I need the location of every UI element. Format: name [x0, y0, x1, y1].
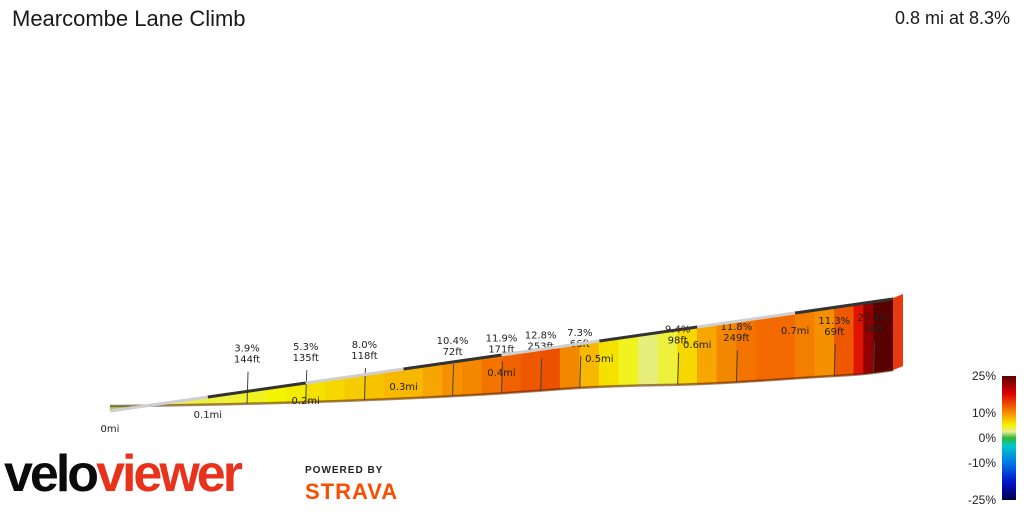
distance-tick-label: 0.1mi — [194, 410, 222, 421]
axis-segment — [403, 353, 502, 371]
annotation-leader — [540, 358, 543, 391]
annotation-leader — [579, 355, 582, 388]
gradient-slice — [794, 308, 816, 379]
annotation-gradient: 5.3% — [293, 342, 318, 353]
annotation-leader — [677, 352, 680, 385]
axis-segment — [109, 395, 209, 413]
gradient-slice — [755, 314, 776, 382]
gradient-slice — [775, 311, 796, 381]
annotation-gradient: 8.0% — [352, 340, 377, 351]
distance-tick-label: 0mi — [101, 424, 120, 435]
gradient-slice — [882, 297, 894, 372]
gradient-slice — [833, 303, 855, 377]
distance-axis: 0mi 0.1mi 0.2mi 0.3mi 0.4mi 0.5mi 0.6mi 0.7mi — [101, 297, 894, 435]
distance-tick-label: 0.6mi — [683, 340, 711, 351]
legend-labels: 25% 10% 0% -10% -25% — [968, 369, 996, 507]
annotation-leader — [735, 350, 738, 383]
annotation-length: 72ft — [443, 347, 463, 358]
distance-tick-label: 0.2mi — [292, 396, 320, 407]
annotation-length: 36ft — [863, 324, 883, 335]
powered-by-strava: POWERED BY STRAVA — [305, 466, 398, 503]
gradient-slice — [696, 322, 718, 385]
powered-by-label: POWERED BY — [305, 465, 384, 476]
annotation-leader — [833, 344, 836, 377]
annotation-gradient: 3.9% — [234, 344, 259, 355]
distance-tick-label: 0.4mi — [487, 368, 515, 379]
annotation-leader — [452, 364, 455, 397]
legend-label: 25% — [972, 369, 996, 383]
annotation-gradient: 10.4% — [437, 336, 469, 347]
axis-segment — [207, 381, 306, 399]
climb-summary: 0.8 mi at 8.3% — [894, 8, 1010, 28]
annotation-length: 171ft — [488, 344, 514, 355]
gradient-slice — [520, 348, 541, 393]
veloviewer-logo: veloviewer — [4, 445, 243, 503]
legend-label: 0% — [979, 431, 997, 445]
annotation-gradient: 11.8% — [721, 322, 753, 333]
annotation-length: 135ft — [293, 353, 319, 364]
annotation-gradient: 7.3% — [567, 328, 592, 339]
annotation-gradient: 12.8% — [525, 331, 557, 342]
annotation-gradient: 27.4% — [858, 313, 890, 324]
annotation-leader — [305, 370, 308, 403]
logo-velo: velo — [4, 445, 99, 503]
legend-label: -10% — [968, 456, 996, 470]
gradient-slice — [863, 300, 874, 375]
strava-logo: STRAVA — [305, 479, 399, 504]
axis-segment — [794, 297, 894, 315]
distance-tick-label: 0.3mi — [389, 382, 417, 393]
annotation-gradient: 11.3% — [818, 316, 850, 327]
gradient-slices — [109, 294, 903, 411]
axis-segment — [305, 367, 404, 385]
distance-tick-label: 0.5mi — [585, 354, 613, 365]
distance-tick-label: 0.7mi — [781, 326, 809, 337]
profile-end-wall — [893, 294, 903, 371]
axis-segment — [599, 325, 698, 343]
annotation-length: 98ft — [668, 336, 688, 347]
annotation-gradient: 11.9% — [486, 333, 518, 344]
chart-title: Mearcombe Lane Climb — [12, 6, 246, 31]
legend-label: -25% — [968, 493, 996, 507]
legend-label: 10% — [972, 406, 996, 420]
logo-viewer: viewer — [96, 445, 243, 503]
annotation-length: 249ft — [723, 333, 749, 344]
annotation-length: 69ft — [824, 327, 844, 338]
axis-segment — [501, 339, 600, 357]
axis-segment — [697, 311, 796, 329]
gradient-slice — [422, 362, 444, 398]
gradient-slice — [638, 331, 659, 386]
gradient-slice — [618, 334, 639, 387]
gradient-slice — [873, 299, 884, 374]
annotation-leader — [246, 371, 249, 404]
legend-color-bar — [1002, 376, 1016, 500]
annotation-length: 144ft — [234, 355, 260, 366]
annotation-length: 253ft — [527, 342, 553, 353]
annotation-length: 118ft — [351, 351, 377, 362]
annotation-leader — [501, 361, 503, 394]
annotation-leader — [872, 340, 875, 373]
gradient-slice — [462, 356, 483, 396]
gradient-legend: 25% 10% 0% -10% -25% — [968, 369, 1016, 507]
